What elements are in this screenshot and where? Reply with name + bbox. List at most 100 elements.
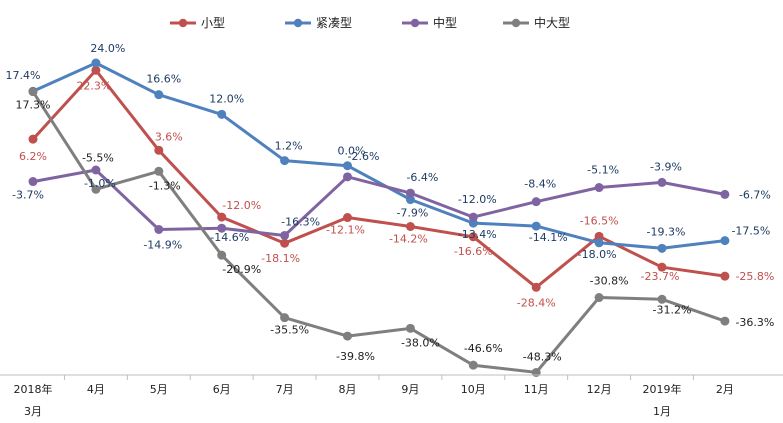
point-3-5 bbox=[343, 331, 352, 341]
data-label-3-2: -1.3% bbox=[149, 179, 181, 192]
legend-marker-0 bbox=[178, 18, 188, 28]
point-0-11 bbox=[720, 271, 730, 281]
x-tick-label-11: 2月 bbox=[716, 383, 734, 396]
data-label-1-5: 0.0% bbox=[338, 145, 366, 158]
legend-marker-2 bbox=[410, 18, 420, 28]
point-0-1 bbox=[91, 65, 101, 75]
data-label-0-7: -16.6% bbox=[454, 245, 493, 258]
data-label-2-4: -16.3% bbox=[281, 215, 320, 228]
data-label-2-1: -1.0% bbox=[84, 177, 116, 190]
point-1-2 bbox=[154, 90, 164, 100]
data-label-0-11: -25.8% bbox=[735, 270, 774, 283]
legend-label-0: 小型 bbox=[201, 16, 225, 30]
data-label-1-10: -19.3% bbox=[647, 225, 686, 238]
data-label-1-7: -13.4% bbox=[458, 228, 497, 241]
x-tick-label-9: 12月 bbox=[587, 383, 612, 396]
data-label-1-6: -7.9% bbox=[396, 207, 428, 220]
point-2-6 bbox=[405, 188, 415, 198]
point-3-7 bbox=[468, 360, 478, 370]
data-label-3-7: -46.6% bbox=[464, 342, 503, 355]
data-label-2-6: -6.4% bbox=[406, 171, 438, 184]
data-label-1-2: 16.6% bbox=[146, 73, 181, 86]
data-label-0-8: -28.4% bbox=[517, 296, 556, 309]
data-label-3-6: -38.0% bbox=[401, 336, 440, 349]
data-label-2-5: -2.6% bbox=[348, 150, 380, 163]
point-3-6 bbox=[405, 323, 415, 333]
data-label-1-8: -14.1% bbox=[529, 231, 568, 244]
data-label-1-11: -17.5% bbox=[731, 225, 770, 238]
data-label-0-0: 6.2% bbox=[19, 150, 47, 163]
point-1-3 bbox=[217, 109, 227, 119]
x-tick-label-8: 11月 bbox=[524, 383, 549, 396]
series-line-0 bbox=[31, 68, 726, 289]
data-label-0-4: -18.1% bbox=[261, 252, 300, 265]
series-line-3 bbox=[31, 90, 726, 374]
point-0-8 bbox=[531, 282, 541, 292]
data-label-1-4: 1.2% bbox=[275, 140, 303, 153]
legend-marker-1 bbox=[293, 18, 303, 28]
point-3-0 bbox=[28, 87, 38, 97]
point-2-11 bbox=[720, 189, 730, 199]
data-label-2-11: -6.7% bbox=[739, 188, 771, 201]
data-label-2-9: -5.1% bbox=[587, 164, 619, 177]
data-label-2-10: -3.9% bbox=[650, 160, 682, 173]
point-0-2 bbox=[154, 145, 164, 155]
x-tick-label-10: 2019年 1月 bbox=[643, 382, 682, 418]
x-tick-label-4: 7月 bbox=[276, 383, 294, 396]
x-tick-label-3: 6月 bbox=[213, 383, 231, 396]
point-0-6 bbox=[405, 221, 415, 231]
point-2-2 bbox=[154, 224, 164, 234]
data-label-0-3: -12.0% bbox=[222, 199, 261, 212]
series-line-1 bbox=[32, 61, 726, 250]
point-1-5 bbox=[343, 161, 352, 171]
series-lines bbox=[28, 58, 730, 377]
point-0-4 bbox=[280, 238, 290, 248]
data-label-3-8: -48.3% bbox=[523, 350, 562, 363]
point-2-1 bbox=[91, 165, 101, 175]
point-2-0 bbox=[28, 177, 38, 187]
point-1-6 bbox=[405, 195, 415, 205]
point-1-10 bbox=[657, 243, 667, 253]
point-2-5 bbox=[343, 172, 352, 182]
point-0-3 bbox=[217, 212, 227, 222]
data-label-1-3: 12.0% bbox=[209, 92, 244, 105]
data-labels: 6.2% 22.3% 3.6% -12.0% -18.1% -12.1% -14.2% -16… bbox=[6, 42, 775, 363]
data-label-3-10: -31.2% bbox=[653, 303, 692, 316]
data-label-3-1: -5.5% bbox=[82, 151, 114, 164]
data-label-3-3: -20.9% bbox=[222, 263, 261, 276]
x-tick-label-6: 9月 bbox=[401, 383, 419, 396]
data-label-3-0: 17.3% bbox=[16, 99, 51, 112]
x-tick-label-5: 8月 bbox=[339, 383, 357, 396]
point-2-8 bbox=[531, 197, 541, 207]
data-label-0-2: 3.6% bbox=[155, 130, 183, 143]
data-label-1-9: -18.0% bbox=[578, 248, 617, 261]
point-3-4 bbox=[280, 313, 290, 323]
point-1-11 bbox=[720, 236, 730, 246]
data-label-0-9: -16.5% bbox=[580, 214, 619, 227]
legend-label-3: 中大型 bbox=[534, 15, 570, 30]
x-tick-label-0: 2018年 3月 bbox=[14, 382, 53, 418]
data-label-3-11: -36.3% bbox=[735, 316, 774, 329]
data-label-0-1: 22.3% bbox=[76, 79, 111, 92]
legend-label-2: 中型 bbox=[433, 15, 457, 30]
point-3-1 bbox=[91, 184, 101, 194]
data-label-3-9: -30.8% bbox=[590, 275, 629, 288]
data-label-1-0: 17.4% bbox=[6, 69, 41, 82]
data-label-3-5: -39.8% bbox=[336, 350, 375, 363]
x-tick-label-2: 5月 bbox=[150, 383, 168, 396]
point-3-2 bbox=[154, 166, 164, 176]
point-3-11 bbox=[720, 316, 730, 326]
x-tick-label-1: 4月 bbox=[87, 383, 105, 396]
data-label-2-0: -3.7% bbox=[12, 189, 44, 202]
legend-label-1: 紧凑型 bbox=[316, 16, 352, 30]
point-1-9 bbox=[594, 238, 604, 248]
data-label-0-5: -12.1% bbox=[326, 224, 365, 237]
series-line-2 bbox=[32, 168, 726, 237]
data-label-2-3: -14.6% bbox=[210, 231, 249, 244]
x-axis: 2018年 3月 4月 5月 6月 7月 8月 9月 10月 11月 12月 2019年 1月 2月 bbox=[0, 374, 783, 418]
data-label-0-6: -14.2% bbox=[389, 232, 428, 245]
legend: 小型 紧凑型 中型 中大型 bbox=[170, 15, 570, 30]
point-2-3 bbox=[217, 223, 227, 233]
point-3-9 bbox=[594, 293, 604, 303]
legend-marker-3 bbox=[511, 18, 521, 28]
